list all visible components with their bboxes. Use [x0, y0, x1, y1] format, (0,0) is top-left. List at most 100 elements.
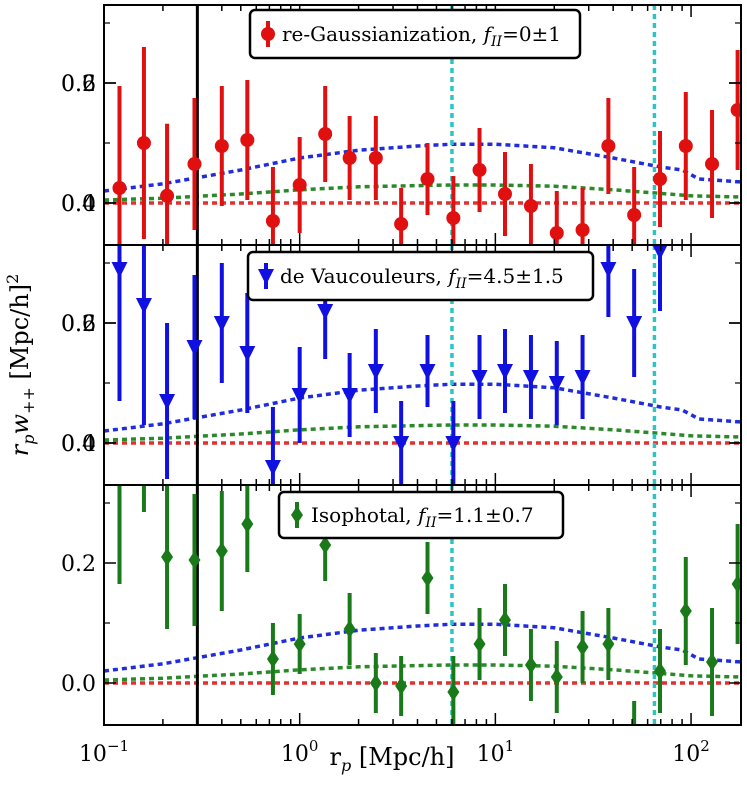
data-point — [548, 376, 565, 392]
y-axis: rpw++ [Mpc/h]2 — [3, 274, 38, 457]
x-tick-label: 10−1 — [79, 737, 129, 767]
data-point — [239, 346, 256, 362]
data-point — [498, 611, 511, 629]
data-point — [213, 316, 230, 332]
data-point — [293, 635, 306, 653]
data-point — [730, 103, 741, 117]
data-point — [473, 635, 486, 653]
data-point — [679, 602, 692, 620]
panel-3: 0.0 0.2 0.4 0.6 Isophotal, fII=1.1±0.7 — [61, 312, 742, 746]
data-point — [472, 163, 487, 177]
data-point — [393, 436, 410, 452]
data-point — [447, 683, 460, 701]
legend-f-subscript: II — [490, 34, 503, 50]
data-point — [319, 536, 332, 554]
y-tick-label: 0.6 — [61, 72, 96, 97]
legend-name: re-Gaussianization, — [282, 22, 484, 46]
data-point — [266, 650, 279, 668]
data-point — [343, 620, 356, 638]
data-point — [706, 653, 719, 671]
data-point — [523, 199, 538, 213]
legend-name: de Vaucouleurs, — [280, 264, 448, 288]
legend-marker — [261, 27, 275, 41]
data-point — [626, 316, 643, 332]
legend-name: Isophotal, — [311, 503, 418, 527]
x-tick-label: 101 — [477, 737, 515, 767]
data-point — [292, 178, 307, 192]
data-point — [421, 569, 434, 587]
data-point — [600, 262, 617, 278]
data-point — [291, 388, 308, 404]
panel-frame — [103, 484, 742, 726]
y-tick-label: 0.4 — [61, 192, 96, 217]
data-point — [420, 172, 435, 186]
model-blue-curve — [104, 142, 741, 193]
y-tick-label: 0.2 — [61, 312, 96, 337]
data-point — [654, 662, 667, 680]
data-point — [160, 188, 175, 203]
legend-label: de Vaucouleurs, fII=4.5±1.5 — [280, 264, 564, 292]
data-point — [678, 139, 693, 153]
data-point — [188, 551, 201, 569]
legend-f-subscript: II — [455, 276, 468, 292]
legend-1: re-Gaussianization, fII=0±1 — [248, 8, 582, 60]
data-point — [241, 515, 254, 533]
data-point — [471, 370, 488, 386]
y-tick-label: 0.6 — [61, 312, 96, 337]
data-point — [187, 157, 202, 171]
model-green-curve — [104, 663, 741, 682]
x-axis-label: rp [Mpc/h] — [329, 743, 454, 775]
data-point — [136, 136, 151, 150]
data-point — [395, 677, 408, 695]
legend-f-value: =1.1±0.7 — [436, 503, 533, 527]
legend-marker — [291, 506, 303, 524]
data-point — [113, 461, 125, 479]
y-tick-label: 0.0 — [61, 432, 96, 457]
x-axis: 10−1 100 101 102 rp [Mpc/h] — [79, 737, 710, 775]
data-point — [705, 157, 720, 171]
panel-1: 0.0 0.2 0.4 0.6 re-Gaussianization, fII=0±1 — [61, 4, 742, 246]
x-tick-label: 100 — [281, 737, 319, 767]
data-point — [111, 262, 128, 278]
y-tick-label: 0.4 — [61, 432, 96, 457]
legend-f-value: =0±1 — [502, 22, 561, 46]
data-point — [653, 172, 668, 186]
data-point — [159, 394, 176, 410]
data-point — [731, 575, 741, 593]
data-point — [627, 208, 642, 222]
panel-2: 0.0 0.2 0.4 0.6 de Vaucouleurs, fII=4.5±1.5 — [61, 72, 742, 486]
data-point — [367, 364, 384, 380]
data-point — [265, 214, 280, 228]
data-point — [318, 127, 333, 141]
data-point — [419, 364, 436, 380]
data-point — [368, 151, 383, 165]
data-point — [496, 364, 513, 380]
legend-marker — [258, 269, 274, 285]
data-point — [652, 245, 668, 260]
data-point — [576, 638, 589, 656]
data-point — [445, 436, 462, 452]
legend-box — [246, 250, 595, 302]
y-axis-label: rpw++ [Mpc/h]2 — [3, 274, 38, 457]
model-green-curve — [104, 183, 741, 202]
data-point — [112, 181, 127, 195]
data-point — [186, 340, 203, 356]
data-point — [446, 211, 461, 225]
data-point — [215, 542, 228, 560]
data-point — [342, 151, 357, 165]
data-point — [522, 370, 539, 386]
y-tick-label: 0.0 — [61, 192, 96, 217]
data-point — [549, 226, 564, 240]
legend-2: de Vaucouleurs, fII=4.5±1.5 — [246, 250, 595, 302]
data-point — [135, 298, 152, 314]
data-point — [161, 548, 174, 566]
data-point — [317, 304, 334, 320]
x-tick-label: 102 — [672, 737, 710, 767]
legend-label: Isophotal, fII=1.1±0.7 — [311, 503, 534, 531]
data-point — [214, 139, 229, 153]
y-tick-label: 0.2 — [61, 552, 96, 577]
legend-box — [248, 8, 582, 60]
data-point — [575, 223, 590, 237]
data-point — [628, 728, 640, 746]
model-green-curve — [104, 423, 741, 442]
